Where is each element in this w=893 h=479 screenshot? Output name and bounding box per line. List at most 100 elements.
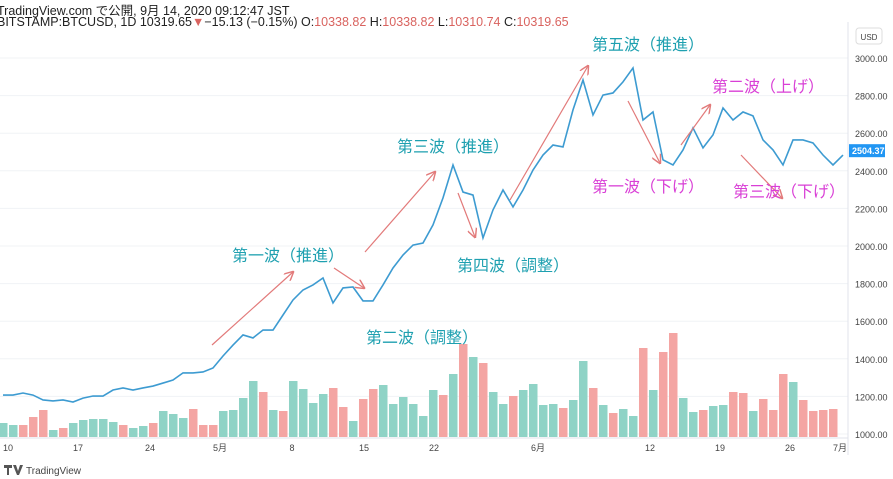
volume-bar bbox=[149, 423, 158, 437]
x-tick-label: 8 bbox=[289, 443, 294, 453]
volume-bar bbox=[169, 414, 178, 437]
x-tick-label: 5月 bbox=[213, 443, 227, 453]
brand-label: TradingView bbox=[26, 466, 82, 477]
volume-bar bbox=[519, 390, 528, 437]
wave-arrow bbox=[627, 100, 660, 163]
volume-bar bbox=[599, 405, 608, 437]
y-tick-label: 2600.00 bbox=[855, 129, 888, 139]
volume-bar bbox=[399, 397, 408, 437]
symbol: BITSTAMP:BTCUSD, 1D 10319.65 bbox=[0, 15, 192, 29]
volume-bar bbox=[709, 406, 718, 437]
volume-bar bbox=[119, 425, 128, 437]
volume-bar bbox=[539, 405, 548, 437]
volume-bar bbox=[109, 422, 118, 437]
volume-bar bbox=[269, 410, 278, 437]
x-tick-label: 10 bbox=[3, 443, 13, 453]
close-label: C: bbox=[503, 15, 517, 29]
volume-bar bbox=[389, 404, 398, 437]
wave-arrow bbox=[364, 172, 435, 253]
volume-bar bbox=[619, 409, 628, 437]
volume-bar bbox=[239, 398, 248, 437]
volume-bar bbox=[89, 419, 98, 437]
volume-bar bbox=[689, 412, 698, 437]
close-value: 10319.65 bbox=[516, 15, 569, 29]
volume-bar bbox=[139, 426, 148, 437]
wave-label: 第四波（調整） bbox=[457, 257, 569, 275]
volume-bar bbox=[279, 411, 288, 437]
price-line bbox=[3, 65, 844, 403]
y-tick-label: 1800.00 bbox=[855, 280, 888, 290]
wave-arrow bbox=[333, 267, 364, 288]
x-tick-label: 19 bbox=[715, 443, 725, 453]
volume-bar bbox=[449, 374, 458, 437]
volume-bar bbox=[639, 348, 648, 437]
tradingview-logo-icon bbox=[4, 465, 23, 475]
wave-label: 第二波（調整） bbox=[366, 329, 478, 347]
wave-label: 第三波（推進） bbox=[397, 138, 509, 156]
volume-bar bbox=[569, 400, 578, 437]
volume-bar bbox=[609, 413, 618, 437]
wave-arrow bbox=[457, 192, 475, 237]
volume-bar bbox=[49, 430, 58, 437]
volume-bar bbox=[59, 428, 68, 437]
volume-bar bbox=[699, 410, 708, 437]
x-tick-label: 7月 bbox=[833, 443, 847, 453]
wave-arrow bbox=[211, 272, 293, 346]
y-tick-label: 1400.00 bbox=[855, 355, 888, 365]
y-tick-label: 2000.00 bbox=[855, 242, 888, 252]
x-tick-label: 24 bbox=[145, 443, 155, 453]
volume-bar bbox=[79, 420, 88, 437]
volume-bar bbox=[629, 416, 638, 437]
volume-bar bbox=[789, 382, 798, 437]
published-line: TradingView.com で公開, 9月 14, 2020 09:12:4… bbox=[0, 4, 290, 18]
volume-bar bbox=[589, 388, 598, 437]
x-tick-label: 12 bbox=[645, 443, 655, 453]
wave-label: 第一波（推進） bbox=[232, 247, 344, 265]
volume-bar bbox=[509, 396, 518, 437]
volume-bar bbox=[749, 411, 758, 437]
x-tick-label: 22 bbox=[429, 443, 439, 453]
volume-bar bbox=[259, 392, 268, 437]
volume-bar bbox=[419, 416, 428, 437]
volume-bar bbox=[669, 333, 678, 437]
volume-bar bbox=[369, 389, 378, 437]
volume-bar bbox=[499, 404, 508, 437]
volume-bar bbox=[219, 411, 228, 437]
volume-bar bbox=[9, 425, 18, 437]
high-value: 10338.82 bbox=[382, 15, 435, 29]
volume-bar bbox=[829, 409, 838, 437]
y-tick-label: 2800.00 bbox=[855, 92, 888, 102]
y-tick-label: 1200.00 bbox=[855, 392, 888, 402]
x-tick-label: 15 bbox=[359, 443, 369, 453]
volume-bar bbox=[799, 400, 808, 437]
volume-bar bbox=[769, 410, 778, 437]
volume-bar bbox=[549, 404, 558, 437]
volume-bar bbox=[779, 374, 788, 437]
low-label: L: bbox=[437, 15, 449, 29]
volume-bar bbox=[759, 399, 768, 437]
volume-bar bbox=[0, 423, 8, 437]
x-tick-label: 17 bbox=[73, 443, 83, 453]
wave-arrow bbox=[509, 66, 588, 201]
volume-bar bbox=[189, 409, 198, 437]
wave-label: 第二波（上げ） bbox=[712, 78, 824, 96]
volume-bar bbox=[809, 411, 818, 437]
volume-bar bbox=[289, 381, 298, 437]
volume-bar bbox=[99, 419, 108, 437]
volume-bar bbox=[309, 403, 318, 437]
high-label: H: bbox=[369, 15, 383, 29]
volume-bar bbox=[529, 384, 538, 437]
volume-bar bbox=[349, 421, 358, 437]
volume-bar bbox=[579, 361, 588, 437]
wave-arrow bbox=[740, 154, 782, 198]
volume-bar bbox=[339, 407, 348, 437]
volume-bar bbox=[179, 418, 188, 437]
wave-arrow bbox=[680, 105, 710, 146]
volume-bar bbox=[649, 390, 658, 437]
volume-bar bbox=[199, 425, 208, 437]
volume-bar bbox=[659, 352, 668, 437]
volume-bar bbox=[69, 423, 78, 437]
wave-label: 第三波（下げ） bbox=[733, 183, 845, 201]
